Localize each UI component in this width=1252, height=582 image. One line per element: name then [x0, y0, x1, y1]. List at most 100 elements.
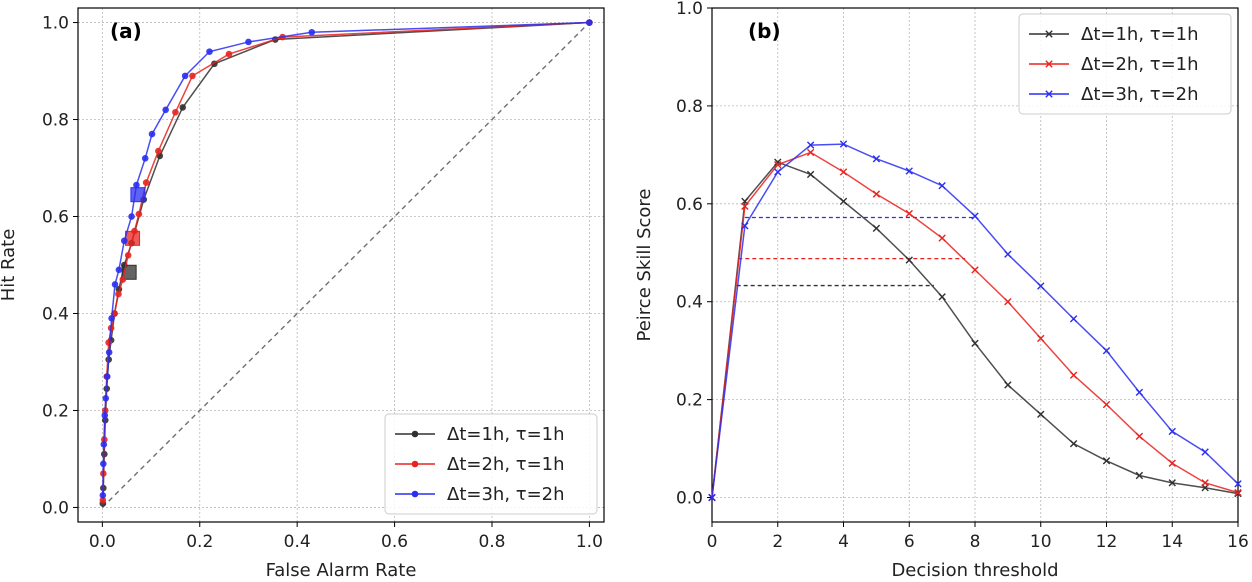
data-point	[181, 72, 189, 80]
x-tick-label: 16	[1227, 532, 1249, 552]
data-point	[905, 256, 913, 264]
data-point	[1004, 250, 1012, 258]
data-point	[806, 148, 815, 157]
data-point	[1037, 334, 1045, 343]
y-tick-label: 0.0	[42, 498, 69, 518]
x-tick-label: 0.6	[381, 532, 408, 552]
x-tick-label: 4	[838, 532, 849, 552]
data-point	[225, 50, 233, 58]
data-point	[1069, 439, 1078, 448]
data-point	[708, 493, 716, 502]
data-point	[1135, 432, 1144, 441]
data-point	[1168, 427, 1176, 436]
data-point	[774, 168, 782, 176]
y-tick-label: 0.6	[676, 195, 703, 215]
data-point	[938, 182, 946, 190]
data-point	[179, 104, 187, 111]
data-point	[189, 72, 196, 80]
x-tick-label: 0.2	[186, 532, 213, 552]
data-point	[141, 155, 149, 162]
x-tick-label: 0.0	[89, 532, 116, 552]
data-point	[101, 412, 109, 419]
x-tick-label: 8	[970, 532, 981, 552]
data-point	[111, 281, 119, 288]
data-point	[1201, 448, 1209, 456]
y-tick-label: 0.4	[676, 293, 703, 313]
panel-label: (a)	[110, 19, 142, 43]
y-tick-label: 1.0	[42, 14, 69, 34]
data-point	[206, 48, 213, 55]
legend-swatch-marker	[411, 460, 419, 468]
data-point	[108, 315, 115, 322]
legend-swatch-marker	[1045, 60, 1053, 68]
data-point	[155, 147, 162, 155]
x-axis-title: Decision threshold	[891, 560, 1058, 581]
data-point	[872, 190, 881, 198]
data-point	[971, 266, 979, 274]
data-point	[1135, 388, 1144, 396]
roc-panel: 0.0 0.2 0.4 0.6 0.8 1.0 0.0 0.2 0.4 0.6 0.8 1.0 Fals…	[0, 7, 605, 581]
data-point	[1069, 315, 1078, 323]
data-point	[1201, 479, 1209, 487]
data-point	[99, 496, 107, 504]
legend-entry-label: Δt=1h, τ=1h	[1081, 24, 1199, 45]
data-point	[172, 108, 179, 116]
data-point	[1168, 479, 1176, 487]
data-point	[128, 213, 135, 220]
y-axis-title: Peirce Skill Score	[634, 189, 655, 342]
x-tick-label: 2	[772, 532, 783, 552]
panel-label: (b)	[748, 19, 781, 43]
x-tick-label: 10	[1030, 532, 1052, 552]
data-point	[806, 170, 815, 179]
data-point	[120, 237, 128, 245]
data-point	[1234, 480, 1242, 488]
data-point	[839, 140, 848, 148]
data-point	[839, 168, 848, 176]
data-point	[135, 210, 143, 218]
y-tick-label: 0.0	[676, 489, 703, 509]
data-point	[938, 293, 946, 301]
data-point	[1004, 298, 1012, 306]
y-axis-title: Hit Rate	[0, 229, 19, 302]
data-point	[100, 460, 107, 468]
y-tick-label: 0.2	[676, 391, 703, 411]
x-tick-label: 1.0	[576, 532, 603, 552]
data-point	[905, 167, 913, 175]
x-tick-label: 0.8	[478, 532, 505, 552]
data-point	[1004, 381, 1012, 389]
data-point	[1037, 282, 1045, 290]
data-point	[103, 373, 111, 380]
data-point	[905, 209, 913, 218]
data-point	[1069, 371, 1078, 379]
data-point	[872, 224, 881, 232]
data-point	[741, 222, 749, 230]
legend-swatch-marker	[411, 430, 419, 438]
data-point	[102, 395, 110, 402]
x-axis-title: False Alarm Rate	[266, 560, 417, 581]
optimal-point-marker	[125, 230, 141, 246]
data-point	[105, 339, 112, 346]
data-point	[105, 348, 113, 356]
data-point	[115, 290, 122, 298]
data-point	[806, 141, 815, 149]
data-point	[1102, 400, 1111, 409]
data-point	[774, 160, 782, 169]
data-point	[308, 28, 316, 36]
data-point	[1037, 410, 1045, 418]
x-tick-label: 6	[904, 532, 915, 552]
data-point	[971, 212, 979, 220]
y-tick-label: 0.6	[42, 208, 69, 228]
legend-box	[1018, 13, 1232, 115]
data-point	[1234, 488, 1242, 497]
legend-entry-label: Δt=3h, τ=2h	[447, 484, 565, 505]
no-skill-diagonal	[101, 22, 590, 508]
data-point	[586, 19, 593, 26]
data-point	[124, 252, 132, 259]
data-point	[971, 339, 979, 348]
pss-panel: 0 2 4 6 8 10 12 14 16 0.0 0.2 0.4 0.6 0.8 1.0 Decision …	[634, 0, 1249, 581]
data-point	[99, 492, 107, 499]
data-point	[245, 38, 252, 46]
data-point	[1102, 457, 1111, 465]
legend-entry-label: Δt=1h, τ=1h	[447, 424, 565, 445]
